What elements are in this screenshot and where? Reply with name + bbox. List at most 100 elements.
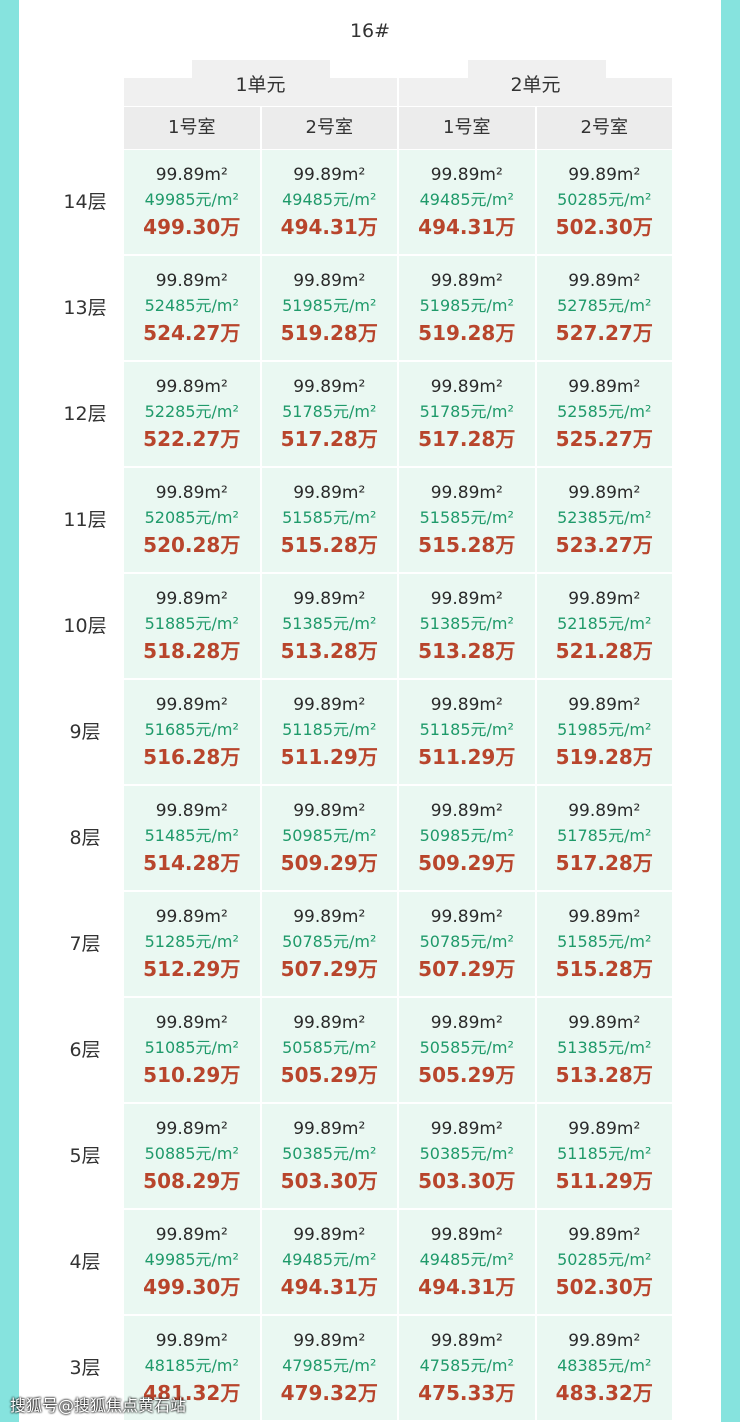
total-price: 527.27万 [555, 321, 653, 345]
unit-price: 52185元/m² [557, 614, 652, 633]
area: 99.89m² [430, 1013, 503, 1033]
area: 99.89m² [568, 271, 641, 291]
unit-price: 52485元/m² [144, 296, 239, 315]
area: 99.89m² [155, 695, 228, 715]
total-price: 513.28万 [280, 639, 378, 663]
area: 99.89m² [430, 695, 503, 715]
unit-cell: 99.89m² 51885元/m² 518.28万 [124, 574, 262, 678]
unit-price: 50285元/m² [557, 1250, 652, 1269]
table-row: 5层 99.89m² 50885元/m² 508.29万 99.89m² 503… [0, 1104, 740, 1210]
unit-cell: 99.89m² 51385元/m² 513.28万 [261, 574, 399, 678]
unit-cell: 99.89m² 52085元/m² 520.28万 [124, 468, 262, 572]
unit-cell: 99.89m² 50385元/m² 503.30万 [399, 1104, 537, 1208]
unit-price: 51985元/m² [282, 296, 377, 315]
unit-cell: 99.89m² 51585元/m² 515.28万 [536, 892, 674, 996]
total-price: 503.30万 [418, 1169, 516, 1193]
unit-cell: 99.89m² 49985元/m² 499.30万 [124, 1210, 262, 1314]
area: 99.89m² [430, 1119, 503, 1139]
area: 99.89m² [155, 271, 228, 291]
unit-price: 51585元/m² [557, 932, 652, 951]
room-header: 1号室 [399, 107, 537, 149]
unit-cell: 99.89m² 51785元/m² 517.28万 [261, 362, 399, 466]
total-price: 518.28万 [143, 639, 241, 663]
unit-price: 50885元/m² [144, 1144, 239, 1163]
unit-cell: 99.89m² 50985元/m² 509.29万 [261, 786, 399, 890]
room-header: 1号室 [124, 107, 262, 149]
unit-price: 52785元/m² [557, 296, 652, 315]
total-price: 525.27万 [555, 427, 653, 451]
table-row: 6层 99.89m² 51085元/m² 510.29万 99.89m² 505… [0, 998, 740, 1104]
unit-cell: 99.89m² 48385元/m² 483.32万 [536, 1316, 674, 1420]
area: 99.89m² [430, 1331, 503, 1351]
total-price: 494.31万 [280, 1275, 378, 1299]
floor-label: 8层 [69, 827, 101, 849]
room-header-row: 1号室 2号室 1号室 2号室 [124, 107, 674, 149]
unit-price: 50585元/m² [419, 1038, 514, 1057]
area: 99.89m² [568, 695, 641, 715]
unit-cell: 99.89m² 47585元/m² 475.33万 [399, 1316, 537, 1420]
unit-price: 51185元/m² [419, 720, 514, 739]
unit-price: 52085元/m² [144, 508, 239, 527]
unit-price: 47985元/m² [282, 1356, 377, 1375]
total-price: 523.27万 [555, 533, 653, 557]
area: 99.89m² [430, 165, 503, 185]
total-price: 483.32万 [555, 1381, 653, 1405]
unit-tab-decor [192, 60, 330, 80]
table-row: 13层 99.89m² 52485元/m² 524.27万 99.89m² 51… [0, 256, 740, 362]
unit-cell: 99.89m² 51385元/m² 513.28万 [399, 574, 537, 678]
total-price: 507.29万 [418, 957, 516, 981]
total-price: 499.30万 [143, 1275, 241, 1299]
floor-label: 11层 [63, 509, 107, 531]
watermark: 搜狐号@搜狐焦点黄石站 [10, 1396, 187, 1415]
total-price: 519.28万 [418, 321, 516, 345]
table-row: 8层 99.89m² 51485元/m² 514.28万 99.89m² 509… [0, 786, 740, 892]
unit-price: 51585元/m² [282, 508, 377, 527]
floor-label: 4层 [69, 1251, 101, 1273]
unit-price: 51785元/m² [419, 402, 514, 421]
unit-price: 51185元/m² [282, 720, 377, 739]
area: 99.89m² [430, 483, 503, 503]
unit-price: 51185元/m² [557, 1144, 652, 1163]
unit-cell: 99.89m² 49985元/m² 499.30万 [124, 150, 262, 254]
total-price: 494.31万 [418, 215, 516, 239]
total-price: 494.31万 [418, 1275, 516, 1299]
unit-price: 51385元/m² [557, 1038, 652, 1057]
area: 99.89m² [155, 589, 228, 609]
unit-cell: 99.89m² 51185元/m² 511.29万 [261, 680, 399, 784]
total-price: 508.29万 [143, 1169, 241, 1193]
floor-label: 3层 [69, 1357, 101, 1379]
area: 99.89m² [293, 1225, 366, 1245]
unit-cell: 99.89m² 51985元/m² 519.28万 [261, 256, 399, 360]
unit-cell: 99.89m² 51085元/m² 510.29万 [124, 998, 262, 1102]
unit-cell: 99.89m² 47985元/m² 479.32万 [261, 1316, 399, 1420]
total-price: 502.30万 [555, 215, 653, 239]
unit-price: 52585元/m² [557, 402, 652, 421]
area: 99.89m² [430, 589, 503, 609]
table-row: 3层 99.89m² 48185元/m² 481.32万 99.89m² 479… [0, 1316, 740, 1422]
area: 99.89m² [430, 801, 503, 821]
total-price: 519.28万 [555, 745, 653, 769]
unit-cell: 99.89m² 52185元/m² 521.28万 [536, 574, 674, 678]
unit-cell: 99.89m² 48185元/m² 481.32万 [124, 1316, 262, 1420]
unit-price: 51685元/m² [144, 720, 239, 739]
area: 99.89m² [155, 1119, 228, 1139]
total-price: 479.32万 [280, 1381, 378, 1405]
total-price: 515.28万 [280, 533, 378, 557]
unit-price: 51485元/m² [144, 826, 239, 845]
room-header: 2号室 [261, 107, 399, 149]
area: 99.89m² [293, 907, 366, 927]
unit-price: 50785元/m² [282, 932, 377, 951]
table-row: 9层 99.89m² 51685元/m² 516.28万 99.89m² 511… [0, 680, 740, 786]
area: 99.89m² [293, 1331, 366, 1351]
area: 99.89m² [155, 801, 228, 821]
area: 99.89m² [430, 907, 503, 927]
unit-cell: 99.89m² 50385元/m² 503.30万 [261, 1104, 399, 1208]
unit-cell: 99.89m² 49485元/m² 494.31万 [399, 1210, 537, 1314]
floor-label: 13层 [63, 297, 107, 319]
unit-price: 52285元/m² [144, 402, 239, 421]
table-row: 4层 99.89m² 49985元/m² 499.30万 99.89m² 494… [0, 1210, 740, 1316]
unit-cell: 99.89m² 51985元/m² 519.28万 [399, 256, 537, 360]
area: 99.89m² [568, 1331, 641, 1351]
unit-price: 49985元/m² [144, 1250, 239, 1269]
unit-cell: 99.89m² 51785元/m² 517.28万 [536, 786, 674, 890]
